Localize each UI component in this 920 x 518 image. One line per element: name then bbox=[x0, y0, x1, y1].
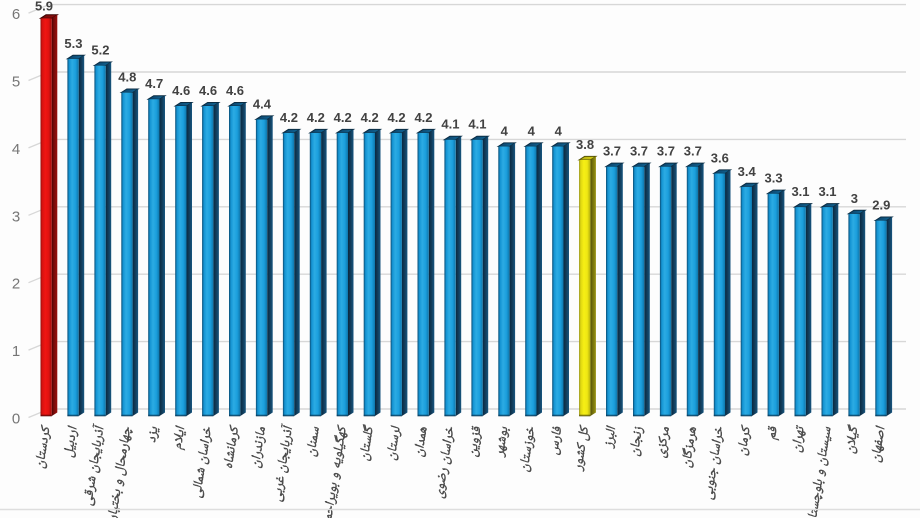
svg-text:3.4: 3.4 bbox=[738, 164, 757, 179]
svg-text:4.7: 4.7 bbox=[145, 76, 163, 91]
svg-text:4: 4 bbox=[555, 123, 563, 138]
svg-text:4.6: 4.6 bbox=[226, 83, 244, 98]
svg-text:3: 3 bbox=[851, 191, 858, 206]
svg-text:1: 1 bbox=[12, 343, 20, 360]
svg-text:4.1: 4.1 bbox=[441, 117, 459, 132]
svg-text:4: 4 bbox=[12, 141, 20, 158]
svg-text:3.7: 3.7 bbox=[657, 144, 675, 159]
svg-text:4.2: 4.2 bbox=[307, 110, 325, 125]
svg-text:4.2: 4.2 bbox=[361, 110, 379, 125]
svg-text:4: 4 bbox=[501, 123, 509, 138]
svg-text:4.8: 4.8 bbox=[118, 70, 136, 85]
svg-text:3.3: 3.3 bbox=[765, 171, 783, 186]
svg-text:3: 3 bbox=[12, 208, 20, 225]
svg-text:3.1: 3.1 bbox=[818, 184, 836, 199]
svg-text:4.2: 4.2 bbox=[334, 110, 352, 125]
svg-text:5.3: 5.3 bbox=[64, 36, 82, 51]
svg-text:4.2: 4.2 bbox=[280, 110, 298, 125]
svg-text:4.2: 4.2 bbox=[414, 110, 432, 125]
svg-text:5: 5 bbox=[12, 74, 20, 91]
svg-text:4: 4 bbox=[528, 123, 536, 138]
svg-text:5.2: 5.2 bbox=[91, 43, 109, 58]
svg-text:3.8: 3.8 bbox=[576, 137, 594, 152]
svg-text:3.1: 3.1 bbox=[791, 184, 809, 199]
svg-text:3.7: 3.7 bbox=[684, 144, 702, 159]
svg-text:3.6: 3.6 bbox=[711, 150, 729, 165]
svg-text:6: 6 bbox=[12, 6, 20, 23]
svg-text:4.1: 4.1 bbox=[468, 117, 486, 132]
svg-text:4.2: 4.2 bbox=[388, 110, 406, 125]
svg-text:5.9: 5.9 bbox=[35, 0, 53, 13]
svg-text:2.9: 2.9 bbox=[872, 198, 890, 213]
svg-text:4.6: 4.6 bbox=[199, 83, 217, 98]
svg-text:3.7: 3.7 bbox=[630, 144, 648, 159]
svg-text:4.6: 4.6 bbox=[172, 83, 190, 98]
svg-text:4.4: 4.4 bbox=[253, 96, 272, 111]
svg-text:3.7: 3.7 bbox=[603, 144, 621, 159]
svg-text:2: 2 bbox=[12, 276, 20, 293]
svg-text:0: 0 bbox=[12, 411, 20, 428]
